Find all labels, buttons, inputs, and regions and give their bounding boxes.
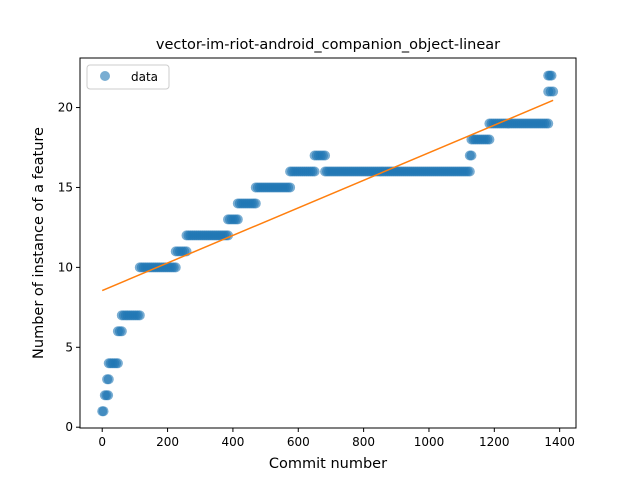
x-tick-label: 0 bbox=[98, 435, 106, 449]
x-axis-label: Commit number bbox=[269, 456, 387, 472]
data-point bbox=[98, 406, 109, 417]
axes-frame bbox=[79, 57, 577, 429]
y-tick-label: 20 bbox=[58, 101, 73, 115]
y-tick-label: 5 bbox=[65, 340, 73, 354]
data-point bbox=[170, 262, 181, 273]
x-tick-label: 1200 bbox=[479, 435, 510, 449]
regression-line bbox=[101, 99, 554, 292]
data-point bbox=[103, 374, 114, 385]
x-tick-label: 1000 bbox=[414, 435, 445, 449]
legend-marker-data bbox=[100, 71, 110, 81]
data-point bbox=[116, 326, 127, 337]
y-tick-label: 10 bbox=[58, 260, 73, 274]
legend: data bbox=[86, 64, 170, 90]
x-tick-label: 400 bbox=[221, 435, 244, 449]
y-tick-label: 15 bbox=[58, 180, 73, 194]
plot-area bbox=[97, 70, 559, 417]
y-axis: 0 5 10 15 20 bbox=[58, 101, 80, 434]
y-tick-label: 0 bbox=[65, 420, 73, 434]
data-point bbox=[548, 86, 559, 97]
x-axis: 0 200 400 600 800 1000 1200 1400 bbox=[98, 428, 575, 449]
chart-title: vector-im-riot-android_companion_object-… bbox=[156, 37, 500, 53]
x-tick-label: 200 bbox=[156, 435, 179, 449]
legend-label-data: data bbox=[131, 70, 158, 84]
data-point bbox=[484, 134, 495, 145]
data-point bbox=[320, 150, 331, 161]
data-point bbox=[250, 198, 261, 209]
data-point bbox=[309, 166, 320, 177]
x-tick-label: 600 bbox=[287, 435, 310, 449]
data-point bbox=[546, 70, 557, 81]
data-point bbox=[134, 310, 145, 321]
data-point bbox=[232, 214, 243, 225]
data-point bbox=[285, 182, 296, 193]
data-point bbox=[112, 358, 123, 369]
data-point bbox=[464, 166, 475, 177]
x-tick-label: 1400 bbox=[544, 435, 575, 449]
data-point bbox=[543, 118, 554, 129]
data-point bbox=[466, 150, 477, 161]
y-axis-label: Number of instance of a feature bbox=[31, 127, 47, 359]
legend-box bbox=[86, 64, 170, 90]
data-point bbox=[103, 390, 114, 401]
x-tick-label: 800 bbox=[352, 435, 375, 449]
